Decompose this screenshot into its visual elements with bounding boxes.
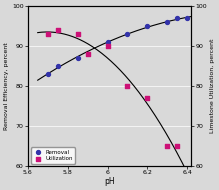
Utilization xyxy=(126,85,129,88)
X-axis label: pH: pH xyxy=(104,177,115,186)
Utilization xyxy=(176,145,179,148)
Utilization xyxy=(106,45,109,48)
Utilization xyxy=(46,33,49,36)
Removal xyxy=(166,21,169,24)
Utilization xyxy=(56,29,59,32)
Utilization xyxy=(76,33,79,36)
Legend: Removal, Utilization: Removal, Utilization xyxy=(30,147,75,164)
Removal xyxy=(146,25,149,28)
Removal xyxy=(76,57,79,60)
Y-axis label: Removal Efficiency, percent: Removal Efficiency, percent xyxy=(4,42,9,130)
Removal xyxy=(176,17,179,20)
Removal xyxy=(56,65,59,68)
Utilization xyxy=(86,53,89,56)
Removal xyxy=(126,33,129,36)
Removal xyxy=(46,73,49,76)
Removal xyxy=(106,41,109,44)
Y-axis label: Limestone Utilization, percent: Limestone Utilization, percent xyxy=(210,39,215,133)
Removal xyxy=(185,17,189,20)
Utilization xyxy=(166,145,169,148)
Utilization xyxy=(146,97,149,100)
